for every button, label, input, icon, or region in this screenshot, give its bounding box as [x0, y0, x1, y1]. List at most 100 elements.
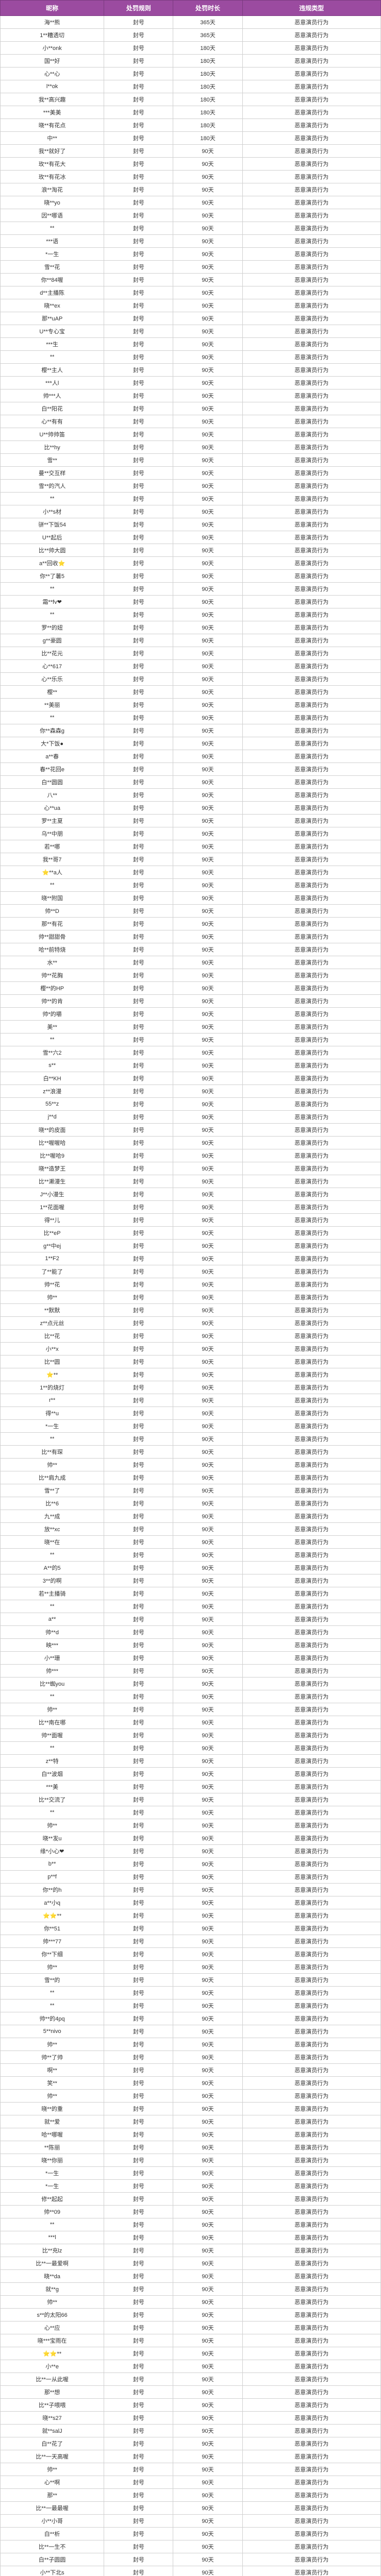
table-row: 比**喔喔哈封号90天恶意演员行为 — [1, 1137, 381, 1149]
cell-duration: 90天 — [173, 2425, 242, 2437]
cell-duration: 90天 — [173, 827, 242, 840]
cell-duration: 90天 — [173, 1175, 242, 1188]
cell-rule: 封号 — [104, 1124, 173, 1137]
cell-rule: 封号 — [104, 943, 173, 956]
cell-rule: 封号 — [104, 2231, 173, 2244]
cell-nickname: 小**下北s — [1, 2566, 104, 2576]
table-row: 帅**封号90天恶意演员行为 — [1, 2090, 381, 2103]
cell-duration: 90天 — [173, 2128, 242, 2141]
cell-rule: 封号 — [104, 827, 173, 840]
cell-rule: 封号 — [104, 1690, 173, 1703]
cell-duration: 90天 — [173, 1536, 242, 1549]
cell-duration: 90天 — [173, 982, 242, 995]
cell-rule: 封号 — [104, 1317, 173, 1330]
cell-reason: 恶意演员行为 — [242, 1909, 380, 1922]
table-row: 帅**封号90天恶意演员行为 — [1, 2038, 381, 2051]
cell-nickname: ** — [1, 879, 104, 892]
cell-rule: 封号 — [104, 583, 173, 596]
cell-duration: 90天 — [173, 1677, 242, 1690]
table-row: 比**子喂喂封号90天恶意演员行为 — [1, 2399, 381, 2412]
cell-reason: 恶意演员行为 — [242, 132, 380, 145]
cell-reason: 恶意演员行为 — [242, 2309, 380, 2321]
cell-duration: 90天 — [173, 2296, 242, 2309]
cell-nickname: 晓**造梦王 — [1, 1162, 104, 1175]
cell-duration: 90天 — [173, 866, 242, 879]
table-row: 比**eP封号90天恶意演员行为 — [1, 1227, 381, 1240]
cell-rule: 封号 — [104, 80, 173, 93]
cell-nickname: 那**uAP — [1, 312, 104, 325]
table-row: 雪**了封号90天恶意演员行为 — [1, 1484, 381, 1497]
cell-duration: 180天 — [173, 55, 242, 67]
cell-rule: 封号 — [104, 1845, 173, 1858]
cell-rule: 封号 — [104, 2064, 173, 2077]
table-row: 帅**的肯封号90天恶意演员行为 — [1, 995, 381, 1008]
table-row: **默默封号90天恶意演员行为 — [1, 1304, 381, 1317]
cell-reason: 恶意演员行为 — [242, 1433, 380, 1446]
cell-duration: 90天 — [173, 1433, 242, 1446]
cell-rule: 封号 — [104, 132, 173, 145]
cell-rule: 封号 — [104, 1652, 173, 1665]
table-row: 罗**主夏封号90天恶意演员行为 — [1, 815, 381, 827]
cell-reason: 恶意演员行为 — [242, 248, 380, 261]
cell-rule: 封号 — [104, 789, 173, 802]
cell-nickname: ** — [1, 1033, 104, 1046]
col-header-2: 处罚时长 — [173, 1, 242, 16]
cell-nickname: 八** — [1, 789, 104, 802]
cell-duration: 90天 — [173, 2540, 242, 2553]
table-row: 修**起起封号90天恶意演员行为 — [1, 2193, 381, 2206]
table-row: 比**圆封号90天恶意演员行为 — [1, 1355, 381, 1368]
cell-nickname: 帅*** — [1, 1665, 104, 1677]
cell-rule: 封号 — [104, 1497, 173, 1510]
cell-nickname: 那**有花 — [1, 918, 104, 930]
table-row: **封号90天恶意演员行为 — [1, 1999, 381, 2012]
ban-table-wrap: 昵称处罚规则处罚时长违规类型 海**熊封号365天恶意演员行为1**糟透切封号3… — [0, 0, 381, 2576]
cell-reason: 恶意演员行为 — [242, 2115, 380, 2128]
cell-rule: 封号 — [104, 1716, 173, 1729]
table-row: 比**交流了封号90天恶意演员行为 — [1, 1793, 381, 1806]
table-row: 帅**花胸封号90天恶意演员行为 — [1, 969, 381, 982]
cell-rule: 封号 — [104, 274, 173, 286]
cell-nickname: 晓**da — [1, 2270, 104, 2283]
cell-nickname: 小**onk — [1, 42, 104, 55]
cell-duration: 90天 — [173, 1471, 242, 1484]
cell-reason: 恶意演员行为 — [242, 930, 380, 943]
cell-rule: 封号 — [104, 145, 173, 158]
cell-rule: 封号 — [104, 93, 173, 106]
cell-nickname: 骈**下饭54 — [1, 518, 104, 531]
cell-duration: 90天 — [173, 1742, 242, 1755]
table-row: 帅**09封号90天恶意演员行为 — [1, 2206, 381, 2218]
cell-duration: 90天 — [173, 673, 242, 686]
cell-duration: 90天 — [173, 1729, 242, 1742]
cell-nickname: 白**圆圆 — [1, 776, 104, 789]
cell-nickname: 浪**淘花 — [1, 183, 104, 196]
cell-reason: 恶意演员行为 — [242, 724, 380, 737]
cell-duration: 90天 — [173, 1021, 242, 1033]
cell-reason: 恶意演员行为 — [242, 1317, 380, 1330]
cell-duration: 90天 — [173, 286, 242, 299]
cell-duration: 90天 — [173, 1085, 242, 1098]
cell-rule: 封号 — [104, 840, 173, 853]
cell-nickname: ** — [1, 1987, 104, 1999]
table-row: 若**主播骑封号90天恶意演员行为 — [1, 1587, 381, 1600]
cell-reason: 恶意演员行为 — [242, 531, 380, 544]
table-row: 因**哪语封号90天恶意演员行为 — [1, 209, 381, 222]
cell-reason: 恶意演员行为 — [242, 1343, 380, 1355]
cell-reason: 恶意演员行为 — [242, 969, 380, 982]
cell-reason: 恶意演员行为 — [242, 1304, 380, 1317]
cell-nickname: 帅***人 — [1, 389, 104, 402]
cell-rule: 封号 — [104, 493, 173, 505]
cell-reason: 恶意演员行为 — [242, 1549, 380, 1562]
cell-rule: 封号 — [104, 158, 173, 171]
cell-reason: 恶意演员行为 — [242, 1716, 380, 1729]
cell-rule: 封号 — [104, 1085, 173, 1098]
table-row: 九**成封号90天恶意演员行为 — [1, 1510, 381, 1523]
cell-nickname: 比**子喂喂 — [1, 2399, 104, 2412]
table-row: 心**乐乐封号90天恶意演员行为 — [1, 673, 381, 686]
cell-reason: 恶意演员行为 — [242, 1613, 380, 1626]
cell-reason: 恶意演员行为 — [242, 2206, 380, 2218]
cell-rule: 封号 — [104, 67, 173, 80]
cell-reason: 恶意演员行为 — [242, 1755, 380, 1768]
table-row: a**封号90天恶意演员行为 — [1, 1613, 381, 1626]
table-row: p**f封号90天恶意演员行为 — [1, 1871, 381, 1884]
table-row: 小**下北s封号90天恶意演员行为 — [1, 2566, 381, 2576]
